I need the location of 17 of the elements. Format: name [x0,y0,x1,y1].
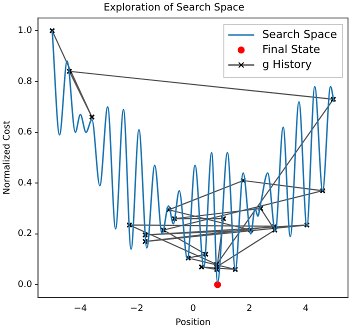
chart-title: Exploration of Search Space [104,2,244,14]
y-tick-label: 0.8 [18,76,32,87]
y-tick-label: 1.0 [18,26,32,36]
x-tick-label: 2 [246,304,252,314]
x-tick-label: −2 [130,304,144,314]
legend-label: Search Space [262,28,338,41]
x-tick-label: −4 [74,304,88,314]
y-tick-label: 0.0 [18,280,32,290]
x-axis-title: Position [176,318,211,328]
x-tick-label: 4 [302,304,309,314]
y-axis-title: Normalized Cost [2,120,13,195]
y-tick-label: 0.6 [18,128,32,138]
y-tick-label: 0.2 [18,229,32,240]
legend-label: g History [262,58,312,71]
y-tick-label: 0.4 [18,178,32,188]
x-tick-label: 0 [190,304,196,314]
legend-label: Final State [262,42,320,56]
